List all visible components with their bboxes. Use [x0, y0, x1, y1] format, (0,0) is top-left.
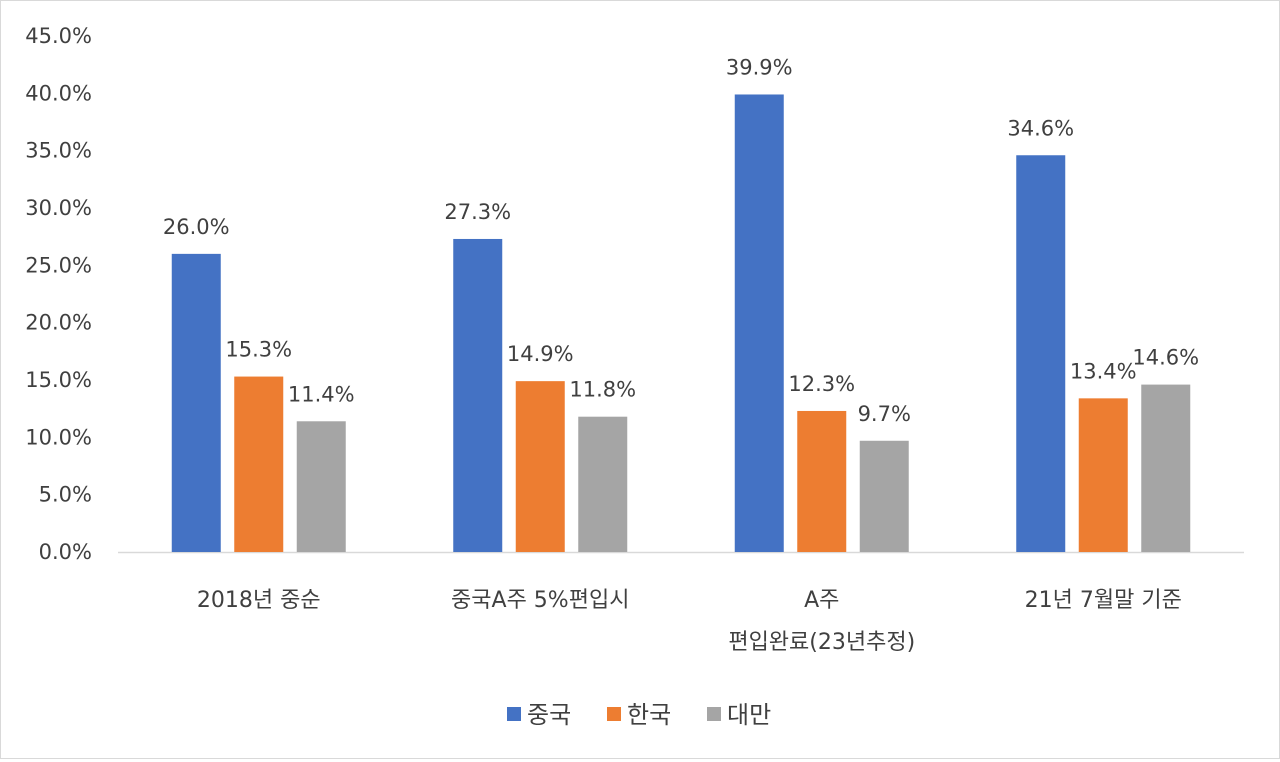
- legend-label: 한국: [627, 701, 671, 729]
- bar: [296, 421, 346, 552]
- bar: [515, 381, 565, 552]
- legend-swatch: [707, 707, 721, 721]
- data-label: 14.9%: [507, 342, 574, 366]
- data-label: 39.9%: [726, 55, 793, 79]
- y-tick-label: 40.0%: [25, 81, 92, 105]
- data-label: 9.7%: [858, 402, 911, 426]
- y-tick-label: 0.0%: [39, 540, 92, 564]
- bar: [734, 94, 784, 552]
- data-label: 34.6%: [1007, 116, 1074, 140]
- y-tick-label: 30.0%: [25, 196, 92, 220]
- data-label: 13.4%: [1070, 359, 1137, 383]
- x-category-label: 21년 7월말 기준: [1025, 588, 1182, 613]
- data-label: 12.3%: [788, 372, 855, 396]
- y-tick-label: 10.0%: [25, 425, 92, 449]
- data-label: 11.4%: [288, 382, 355, 406]
- bar: [797, 410, 847, 552]
- data-label: 14.6%: [1132, 346, 1199, 370]
- data-label: 11.8%: [569, 378, 636, 402]
- y-tick-label: 35.0%: [25, 139, 92, 163]
- data-labels: 26.0% 15.3% 11.4% 27.3% 14.9% 11.8% 39.9% 12.3%…: [163, 55, 1199, 425]
- bar-group: [171, 94, 1191, 552]
- x-category-label: A주: [804, 588, 839, 613]
- bar: [171, 253, 221, 552]
- bar: [578, 416, 628, 552]
- y-tick-label: 25.0%: [25, 253, 92, 277]
- x-category-label: 중국A주 5%편입시: [451, 588, 629, 613]
- legend-label: 중국: [527, 701, 571, 729]
- legend-label: 대만: [727, 701, 771, 729]
- y-tick-label: 5.0%: [39, 483, 92, 507]
- legend: 중국 한국 대만: [507, 701, 771, 729]
- data-label: 26.0%: [163, 215, 230, 239]
- bar: [453, 238, 503, 552]
- bar: [859, 440, 909, 552]
- data-label: 27.3%: [444, 200, 511, 224]
- legend-swatch: [607, 707, 621, 721]
- bar: [1141, 384, 1191, 552]
- y-tick-label: 20.0%: [25, 311, 92, 335]
- x-category-label: 2018년 중순: [197, 588, 321, 613]
- bar: [234, 376, 284, 552]
- y-tick-label: 15.0%: [25, 368, 92, 392]
- bar: [1078, 398, 1128, 552]
- x-category-label: 편입완료(23년추정): [728, 630, 915, 655]
- data-label: 15.3%: [225, 338, 292, 362]
- legend-swatch: [507, 707, 521, 721]
- y-axis: 0.0% 5.0% 10.0% 15.0% 20.0% 25.0% 30.0% 35.0% 40…: [25, 24, 92, 564]
- bar: [1016, 155, 1066, 552]
- y-tick-label: 45.0%: [25, 24, 92, 48]
